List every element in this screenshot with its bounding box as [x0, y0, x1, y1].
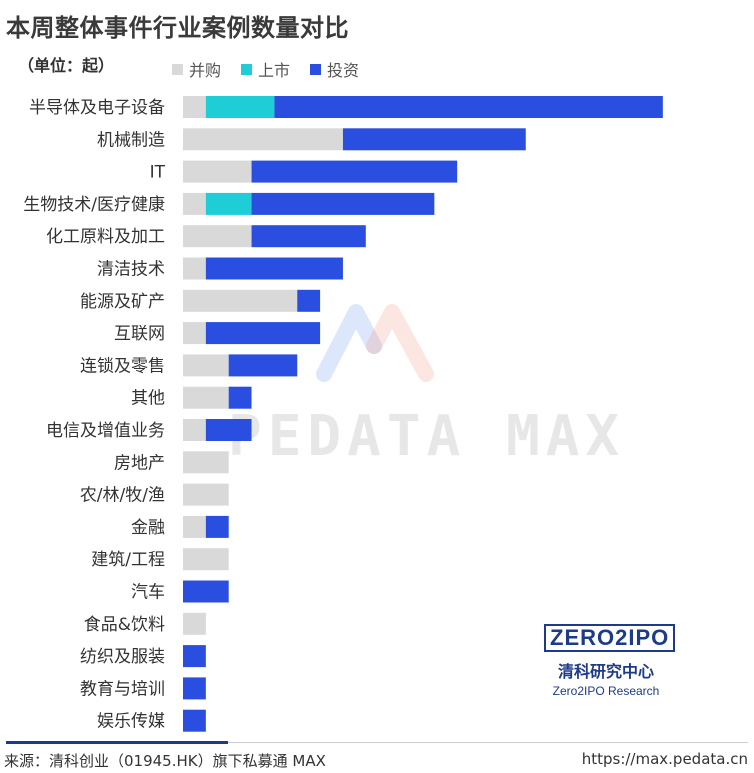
- bar-segment-investment: [183, 709, 206, 732]
- legend-item-investment: 投资: [310, 57, 359, 81]
- bar-segment-merger: [183, 225, 252, 248]
- bar-segment-investment: [251, 160, 458, 183]
- legend-swatch-merger: [172, 63, 183, 75]
- category-label: 娱乐传媒: [97, 712, 165, 732]
- bar-segment-investment: [228, 354, 298, 377]
- bar-segment-merger: [183, 515, 206, 538]
- source-url: https://max.pedata.cn: [581, 750, 748, 768]
- bar-segment-merger: [183, 160, 252, 183]
- category-label: 建筑/工程: [91, 550, 165, 570]
- legend-label-merger: 并购: [189, 61, 222, 80]
- bar-segment-investment: [228, 386, 252, 409]
- source-note: 来源：清科创业（01945.HK）旗下私募通 MAX: [4, 752, 326, 770]
- category-label: 生物技术/医疗健康: [23, 195, 165, 215]
- legend-item-ipo: 上市: [241, 57, 290, 81]
- bar-segment-investment: [183, 645, 206, 668]
- legend: 并购 上市 投资: [172, 57, 359, 81]
- bar-segment-investment: [342, 128, 526, 151]
- bar-segment-investment: [183, 580, 229, 603]
- bar-segment-investment: [205, 515, 229, 538]
- category-label: 半导体及电子设备: [29, 98, 165, 118]
- bar-segment-investment: [205, 257, 343, 280]
- category-label: 能源及矿产: [80, 292, 165, 312]
- legend-label-investment: 投资: [327, 61, 360, 80]
- bar-segment-investment: [274, 96, 663, 118]
- bar-segment-investment: [251, 192, 435, 215]
- legend-label-ipo: 上市: [258, 61, 291, 80]
- zero2ipo-logo: ZERO2IPO: [544, 624, 676, 652]
- bar-segment-merger: [183, 289, 298, 312]
- bar-segment-merger: [183, 354, 229, 377]
- bar-segment-merger: [183, 128, 343, 151]
- category-label: 房地产: [114, 453, 165, 473]
- category-label: IT: [150, 163, 166, 183]
- bar-segment-merger: [183, 386, 229, 409]
- bar-segment-merger: [183, 192, 206, 215]
- category-label: 汽车: [131, 583, 165, 603]
- watermark-text: PEDATA MAX: [228, 404, 626, 469]
- brand-block: ZERO2IPO 清科研究中心 Zero2IPO Research: [544, 624, 676, 698]
- bar-segment-merger: [183, 451, 229, 474]
- bar-segment-merger: [183, 419, 206, 441]
- bar-segment-investment: [205, 322, 321, 345]
- legend-swatch-ipo: [241, 63, 253, 75]
- category-label: 农/林/牧/渔: [80, 486, 165, 506]
- bar-segment-merger: [183, 548, 229, 571]
- category-label: 连锁及零售: [80, 356, 165, 376]
- bar-segment-ipo: [205, 96, 275, 118]
- category-label: 电信及增值业务: [46, 421, 165, 441]
- category-label: 互联网: [114, 324, 165, 344]
- bar-segment-ipo: [205, 192, 252, 215]
- category-label: 化工原料及加工: [46, 227, 165, 247]
- bar-segment-investment: [297, 289, 321, 312]
- category-label: 其他: [131, 389, 165, 409]
- bar-segment-investment: [251, 225, 366, 248]
- footer-divider-accent: [6, 741, 228, 744]
- category-label: 金融: [131, 518, 165, 538]
- category-label: 清洁技术: [97, 260, 165, 280]
- bar-segment-investment: [205, 419, 252, 441]
- bar-segment-investment: [183, 677, 206, 700]
- category-label: 纺织及服装: [80, 647, 165, 667]
- chart-title: 本周整体事件行业案例数量对比: [6, 14, 349, 42]
- brand-name-cn: 清科研究中心: [557, 662, 654, 681]
- legend-swatch-investment: [310, 63, 322, 75]
- bar-segment-merger: [183, 483, 229, 506]
- bar-segment-merger: [183, 96, 206, 118]
- unit-label: （单位：起）: [18, 56, 115, 75]
- watermark-logo-icon: [316, 304, 434, 382]
- bar-segment-merger: [183, 257, 206, 280]
- category-label: 食品&饮料: [84, 615, 165, 635]
- category-label: 机械制造: [97, 130, 165, 150]
- category-label: 教育与培训: [80, 679, 165, 699]
- legend-item-merger: 并购: [172, 57, 221, 81]
- footer-divider: [6, 742, 748, 743]
- brand-name-en: Zero2IPO Research: [552, 684, 660, 698]
- bar-segment-merger: [183, 322, 206, 345]
- bar-segment-merger: [183, 612, 206, 635]
